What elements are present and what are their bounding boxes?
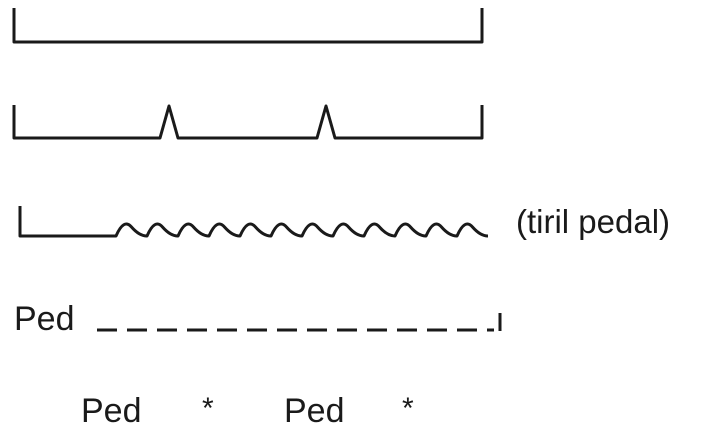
trill-pedal-line — [18, 206, 489, 238]
release-mark-1: * — [202, 392, 214, 425]
sustained-pedal-bracket — [12, 8, 484, 44]
trill-pedal-label: (tiril pedal) — [516, 203, 670, 240]
ped-mark-2: Ped — [284, 392, 345, 430]
dashed-ped-label: Ped — [14, 300, 75, 338]
release-mark-2: * — [402, 392, 414, 425]
ped-mark-1: Ped — [81, 392, 142, 430]
repedal-pedal-line — [12, 104, 484, 140]
